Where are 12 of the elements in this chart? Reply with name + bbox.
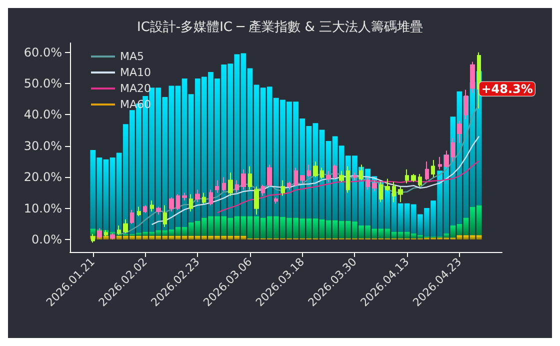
y-tick-label: 40.0% [24,108,62,122]
chart-title: IC設計-多媒體IC ─ 產業指數 & 三大法人籌碼堆疊 [136,20,424,35]
y-tick-label: 30.0% [24,138,62,153]
y-tick-label: 60.0% [24,45,62,60]
y-tick-label: 0.0% [32,232,62,247]
y-tick-label: 20.0% [24,170,62,184]
y-tick-label: 10.0% [24,201,62,216]
legend-label: MA10 [120,66,152,79]
y-tick-label: 50.0% [24,76,62,91]
annotation: +48.3% [481,82,533,96]
legend-label: MA5 [120,50,144,63]
legend-label: MA20 [120,82,152,95]
